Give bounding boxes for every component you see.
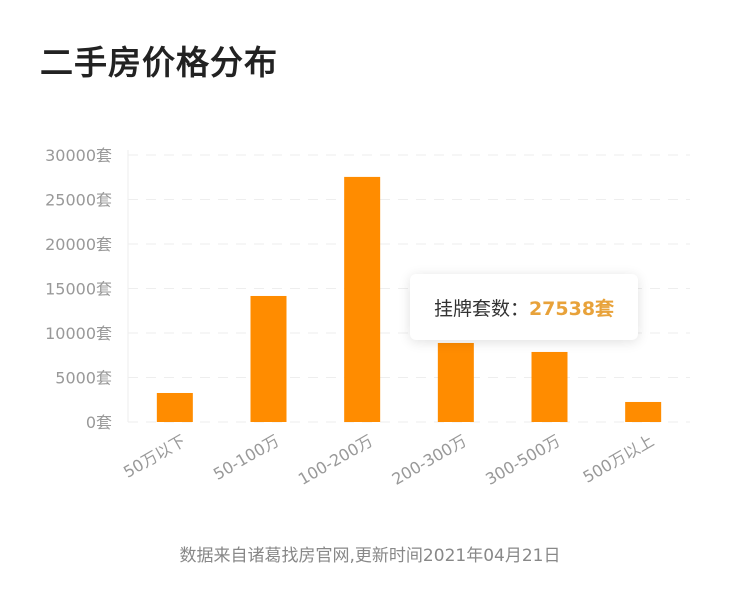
x-tick-label: 300-500万 bbox=[482, 431, 563, 489]
page-title: 二手房价格分布 bbox=[40, 43, 278, 82]
data-source-note: 数据来自诸葛找房官网,更新时间2021年04月21日 bbox=[179, 546, 561, 566]
bar bbox=[344, 176, 381, 422]
tooltip-value: 27538套 bbox=[528, 297, 615, 320]
x-tick-label: 50-100万 bbox=[210, 431, 282, 484]
y-tick-label: 25000套 bbox=[45, 191, 112, 210]
x-tick-label: 200-300万 bbox=[389, 431, 470, 489]
y-tick-label: 20000套 bbox=[45, 235, 112, 254]
tooltip-label: 挂牌套数： bbox=[433, 297, 529, 320]
y-tick-label: 5000套 bbox=[55, 369, 112, 388]
bar bbox=[156, 392, 193, 422]
y-tick-label: 15000套 bbox=[45, 280, 112, 299]
y-tick-label: 0套 bbox=[86, 413, 112, 432]
x-tick-label: 50万以下 bbox=[120, 431, 189, 482]
tooltip: 挂牌套数： 27538套 bbox=[410, 274, 638, 340]
bar bbox=[531, 351, 568, 422]
x-tick-label: 100-200万 bbox=[295, 431, 376, 489]
y-tick-label: 10000套 bbox=[45, 324, 112, 343]
bar bbox=[625, 401, 662, 422]
bar bbox=[437, 342, 474, 422]
x-tick-label: 500万以上 bbox=[580, 431, 658, 487]
bar bbox=[250, 295, 287, 422]
y-tick-label: 30000套 bbox=[45, 146, 112, 165]
